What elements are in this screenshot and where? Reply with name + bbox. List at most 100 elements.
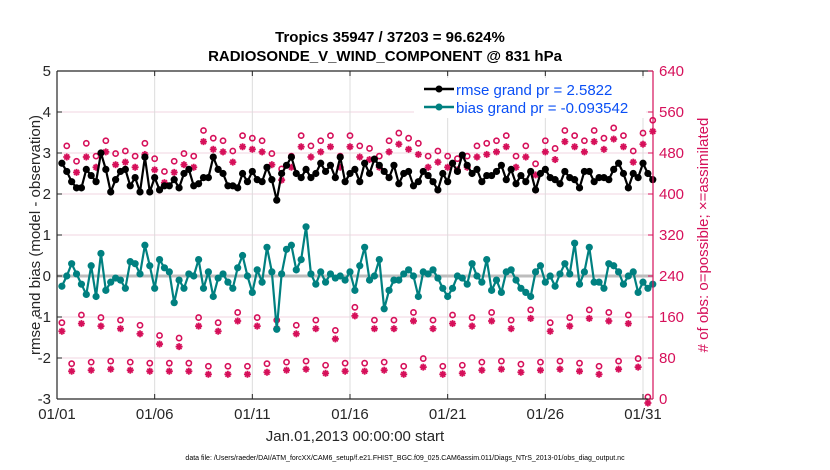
bias-point <box>497 288 505 296</box>
rmse-point <box>517 171 525 180</box>
obs-possible-marker <box>571 132 579 140</box>
obs-possible-marker <box>497 357 505 365</box>
rmse-point <box>356 178 364 186</box>
rmse-point <box>502 176 510 184</box>
y-tick-label-right: 400 <box>659 186 684 203</box>
obs-assimilated-marker <box>312 325 320 333</box>
rmse-point <box>453 167 462 176</box>
rmse-point <box>195 180 203 188</box>
obs-possible-marker <box>414 139 422 147</box>
obs-possible-marker <box>424 152 432 160</box>
rmse-point <box>175 184 183 192</box>
obs-assimilated-marker <box>536 366 544 374</box>
obs-assimilated-marker <box>219 148 227 156</box>
obs-assimilated-marker <box>478 366 486 374</box>
bias-point <box>307 270 315 278</box>
bias-point <box>219 270 227 278</box>
obs-assimilated-marker <box>493 148 500 156</box>
obs-possible-marker <box>400 362 408 370</box>
obs-possible-marker <box>73 157 80 165</box>
obs-possible-marker <box>297 132 305 140</box>
obs-assimilated-marker <box>136 330 144 338</box>
y-tick-label-right: 560 <box>659 104 684 121</box>
y-tick-label-right: 480 <box>659 145 684 162</box>
rmse-point <box>424 171 432 180</box>
bias-point <box>634 288 642 296</box>
rmse-point <box>219 169 227 178</box>
bias-point <box>351 286 359 294</box>
bias-point <box>619 280 628 288</box>
rmse-point <box>341 178 349 186</box>
obs-assimilated-marker <box>414 150 422 158</box>
obs-assimilated-marker <box>326 143 334 151</box>
bias-point <box>268 268 276 276</box>
obs-assimilated-marker <box>248 145 256 153</box>
bias-point <box>204 268 212 276</box>
obs-assimilated-marker <box>571 143 579 151</box>
rmse-point <box>102 165 110 173</box>
obs-possible-marker <box>410 309 417 316</box>
obs-possible-marker <box>214 319 222 327</box>
rmse-point <box>146 188 154 196</box>
obs-possible-marker <box>624 311 632 319</box>
obs-possible-marker <box>390 316 398 324</box>
rmse-point <box>77 184 86 192</box>
rmse-point <box>297 174 305 182</box>
obs-possible-marker <box>322 361 329 369</box>
rmse-point <box>141 153 149 161</box>
obs-assimilated-marker <box>229 158 237 166</box>
obs-assimilated-marker <box>297 143 305 151</box>
bias-point <box>414 292 422 301</box>
obs-possible-marker <box>454 155 461 163</box>
rmse-point <box>522 178 530 186</box>
obs-assimilated-marker <box>458 369 466 377</box>
bias-point <box>248 288 256 296</box>
rmse-point <box>434 186 442 194</box>
obs-possible-marker <box>141 139 149 147</box>
bias-point <box>610 262 618 270</box>
obs-assimilated-marker <box>283 366 291 374</box>
obs-possible-marker <box>502 132 510 140</box>
obs-possible-marker <box>87 358 95 366</box>
bias-point <box>287 241 295 249</box>
rmse-point <box>619 169 628 178</box>
obs-assimilated-marker <box>502 143 510 151</box>
bias-point <box>395 276 403 284</box>
bias-point <box>458 274 466 282</box>
bias-point <box>234 264 242 272</box>
obs-possible-marker <box>112 150 119 157</box>
obs-possible-marker <box>317 137 325 145</box>
obs-possible-marker <box>566 314 574 321</box>
bias-point <box>258 278 266 286</box>
obs-assimilated-marker <box>243 370 251 378</box>
bias-point <box>370 272 379 280</box>
obs-possible-marker <box>517 360 525 368</box>
bias-point <box>531 268 540 276</box>
bias-point <box>195 256 203 264</box>
rmse-point <box>243 178 252 186</box>
bias-point <box>317 268 325 276</box>
bias-point <box>263 243 271 251</box>
y-axis-label-right: # of obs: o=possible; ×=assimilated <box>695 118 712 353</box>
obs-assimilated-marker <box>590 138 598 146</box>
x-tick-label: 01/11 <box>234 406 270 423</box>
obs-possible-marker <box>361 359 369 367</box>
obs-assimilated-marker <box>346 143 354 151</box>
obs-possible-marker <box>541 137 549 145</box>
bias-point <box>365 276 374 284</box>
obs-possible-marker <box>156 332 163 339</box>
bias-point <box>556 270 564 278</box>
bias-point <box>571 239 579 247</box>
rmse-point <box>180 169 188 178</box>
obs-possible-marker <box>200 127 207 134</box>
rmse-point <box>263 163 271 171</box>
obs-assimilated-marker <box>77 320 85 328</box>
obs-possible-marker <box>136 321 144 329</box>
obs-possible-marker <box>92 152 100 160</box>
obs-possible-marker <box>561 127 569 134</box>
obs-possible-marker <box>219 137 227 145</box>
obs-possible-marker <box>131 152 139 160</box>
obs-assimilated-marker <box>116 325 124 333</box>
bias-point <box>541 278 549 286</box>
obs-assimilated-marker <box>409 317 417 325</box>
